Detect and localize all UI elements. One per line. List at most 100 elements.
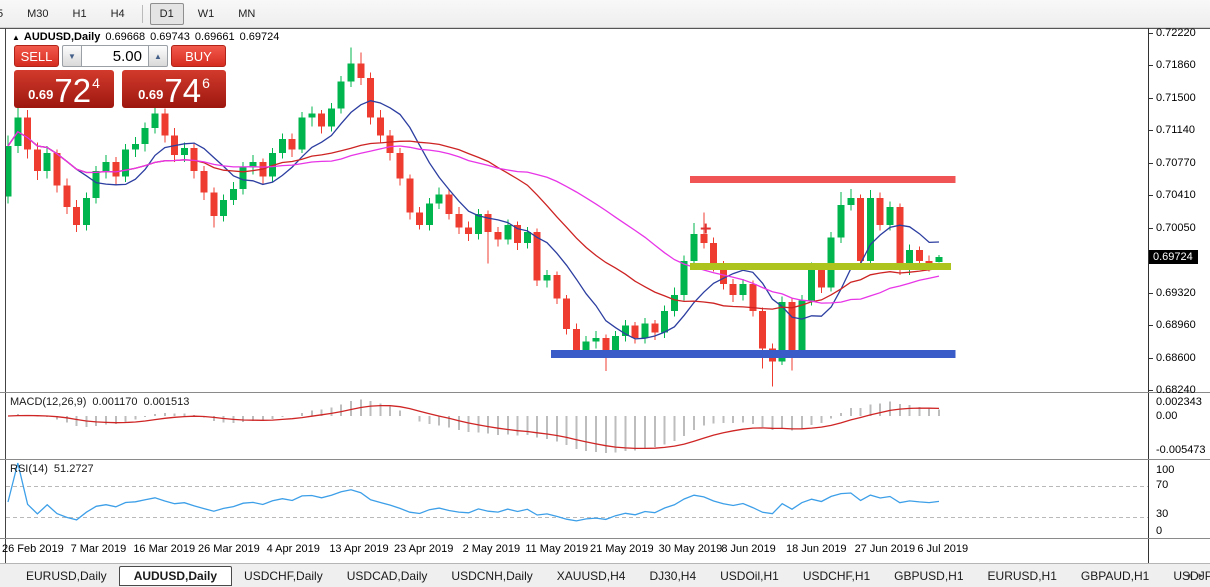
candle-body [817, 268, 825, 288]
candle-body [161, 113, 169, 136]
price-axis-tick [1148, 129, 1153, 131]
candle-body [318, 113, 326, 127]
timeframe-button-h4[interactable]: H4 [110, 7, 125, 20]
chart-tab-usdchf-daily[interactable]: USDCHF,Daily [244, 568, 323, 583]
ma-mid-line[interactable] [7, 130, 940, 310]
candle-body [661, 311, 669, 333]
candle-body [739, 284, 747, 295]
chart-tab-gbpusd-h1[interactable]: GBPUSD,H1 [894, 568, 964, 583]
chart-tab-audusd-daily[interactable]: AUDUSD,Daily [118, 565, 233, 586]
tab-scroll-controls: ◂ ▸ [1182, 569, 1207, 582]
resistance-line[interactable] [690, 176, 956, 184]
macd-axis-label: 0.00 [1156, 410, 1178, 422]
toolbar-separator [141, 4, 143, 23]
macd-value-main: 0.001170 [92, 396, 138, 408]
pane-splitter-macd[interactable] [0, 392, 1210, 393]
candlestick-chart[interactable] [6, 29, 1148, 391]
price-axis-label: 0.68240 [1156, 384, 1196, 396]
candle-body [523, 232, 531, 243]
candle-body [112, 162, 120, 177]
timeframe-button-w1[interactable]: W1 [197, 7, 215, 20]
date-axis-label: 30 May 2019 [658, 543, 723, 555]
chart-tab-usdchf-h1[interactable]: USDCHF,H1 [802, 568, 871, 583]
candle-body [700, 233, 708, 243]
candle-body [690, 233, 698, 261]
timeframe-button-m30[interactable]: M30 [27, 7, 49, 20]
candle-body [180, 147, 188, 155]
candle-body [543, 275, 551, 281]
chart-symbol-label: AUDUSD,Daily [23, 31, 101, 43]
price-axis-label: 0.69320 [1156, 287, 1196, 300]
pane-splitter-rsi[interactable] [0, 459, 1210, 460]
rsi-indicator-pane[interactable] [6, 461, 1148, 537]
candle-body [298, 117, 306, 150]
date-axis-label: 23 Apr 2019 [394, 543, 454, 555]
candle-body [837, 205, 845, 238]
candle-body [376, 117, 384, 136]
timeframe-button-h1[interactable]: H1 [72, 7, 87, 20]
candle-body [798, 300, 806, 351]
sell-price-button[interactable]: 0.69 72 4 [14, 70, 114, 108]
tab-scroll-right-icon[interactable]: ▸ [1198, 570, 1203, 580]
rsi-axis-label: 30 [1156, 508, 1169, 520]
chart-tab-eurusd-daily[interactable]: EURUSD,Daily [26, 568, 107, 583]
volume-input[interactable] [82, 45, 148, 67]
candle-body [621, 325, 629, 337]
price-axis-tick [1148, 325, 1153, 327]
chart-tab-eurusd-h1[interactable]: EURUSD,H1 [987, 568, 1057, 583]
sell-price-big: 72 [54, 72, 92, 109]
volume-decrease-button[interactable]: ▼ [62, 45, 82, 67]
candle-body [6, 146, 12, 197]
date-axis-label: 13 Apr 2019 [329, 543, 389, 555]
candle-body [886, 207, 894, 225]
candle-body [935, 256, 943, 262]
chart-tab-usdcad-daily[interactable]: USDCAD,Daily [346, 568, 428, 583]
price-axis-border [1148, 28, 1149, 563]
candle-body [210, 192, 218, 216]
candle-body [53, 153, 61, 186]
chart-window-border-left [5, 28, 6, 563]
chart-tab-dj30-h4[interactable]: DJ30,H4 [649, 568, 697, 583]
timeframe-button-d1[interactable]: D1 [149, 2, 184, 25]
timeframe-button-5[interactable]: 5 [0, 7, 4, 20]
candle-body [151, 113, 159, 129]
candle-body [631, 325, 639, 338]
candle-body [249, 162, 257, 168]
price-axis-tick [1148, 65, 1153, 67]
collapse-arrow-icon[interactable]: ▲ [12, 33, 20, 42]
date-axis-label: 16 Mar 2019 [133, 543, 196, 555]
price-axis-label: 0.70770 [1156, 157, 1196, 170]
ma-slow-line[interactable] [7, 130, 940, 304]
candle-body [386, 135, 394, 154]
volume-increase-button[interactable]: ▲ [148, 45, 168, 67]
candle-body [82, 198, 90, 225]
price-axis-tick [1148, 390, 1153, 391]
candle-body [602, 337, 610, 353]
sell-button[interactable]: SELL [14, 45, 59, 67]
support-line[interactable] [550, 350, 956, 359]
candle-body [131, 144, 139, 150]
buy-price-button[interactable]: 0.69 74 6 [122, 70, 226, 108]
price-axis-label: 0.68600 [1156, 351, 1196, 364]
macd-indicator-pane[interactable] [6, 394, 1148, 458]
ohlc-open: 0.69668 [105, 31, 146, 43]
sell-price-prefix: 0.69 [28, 87, 54, 102]
chart-tab-usdcnh-daily[interactable]: USDCNH,Daily [451, 568, 533, 583]
timeframe-toolbar: 5 M30 H1 H4 D1 W1 MN [0, 0, 1210, 28]
macd-signal-line [7, 404, 940, 450]
pivot-line[interactable] [690, 263, 951, 271]
chart-tab-gbpaud-h1[interactable]: GBPAUD,H1 [1080, 568, 1150, 583]
price-axis-label: 0.70050 [1156, 221, 1196, 234]
chart-tab-usdjp[interactable]: USDJP [1173, 568, 1210, 583]
candle-body [876, 198, 884, 225]
chart-tab-usdoil-h1[interactable]: USDOil,H1 [720, 568, 779, 583]
buy-button[interactable]: BUY [171, 45, 226, 67]
candle-body [190, 147, 198, 172]
price-axis-label: 0.70410 [1156, 189, 1196, 202]
chart-tab-xauusd-h4[interactable]: XAUUSD,H4 [556, 568, 626, 583]
ma-fast-line[interactable] [7, 100, 940, 340]
timeframe-button-mn[interactable]: MN [238, 7, 256, 20]
candle-body [857, 198, 865, 261]
tab-scroll-left-icon[interactable]: ◂ [1185, 570, 1191, 580]
candle-body [788, 302, 796, 351]
